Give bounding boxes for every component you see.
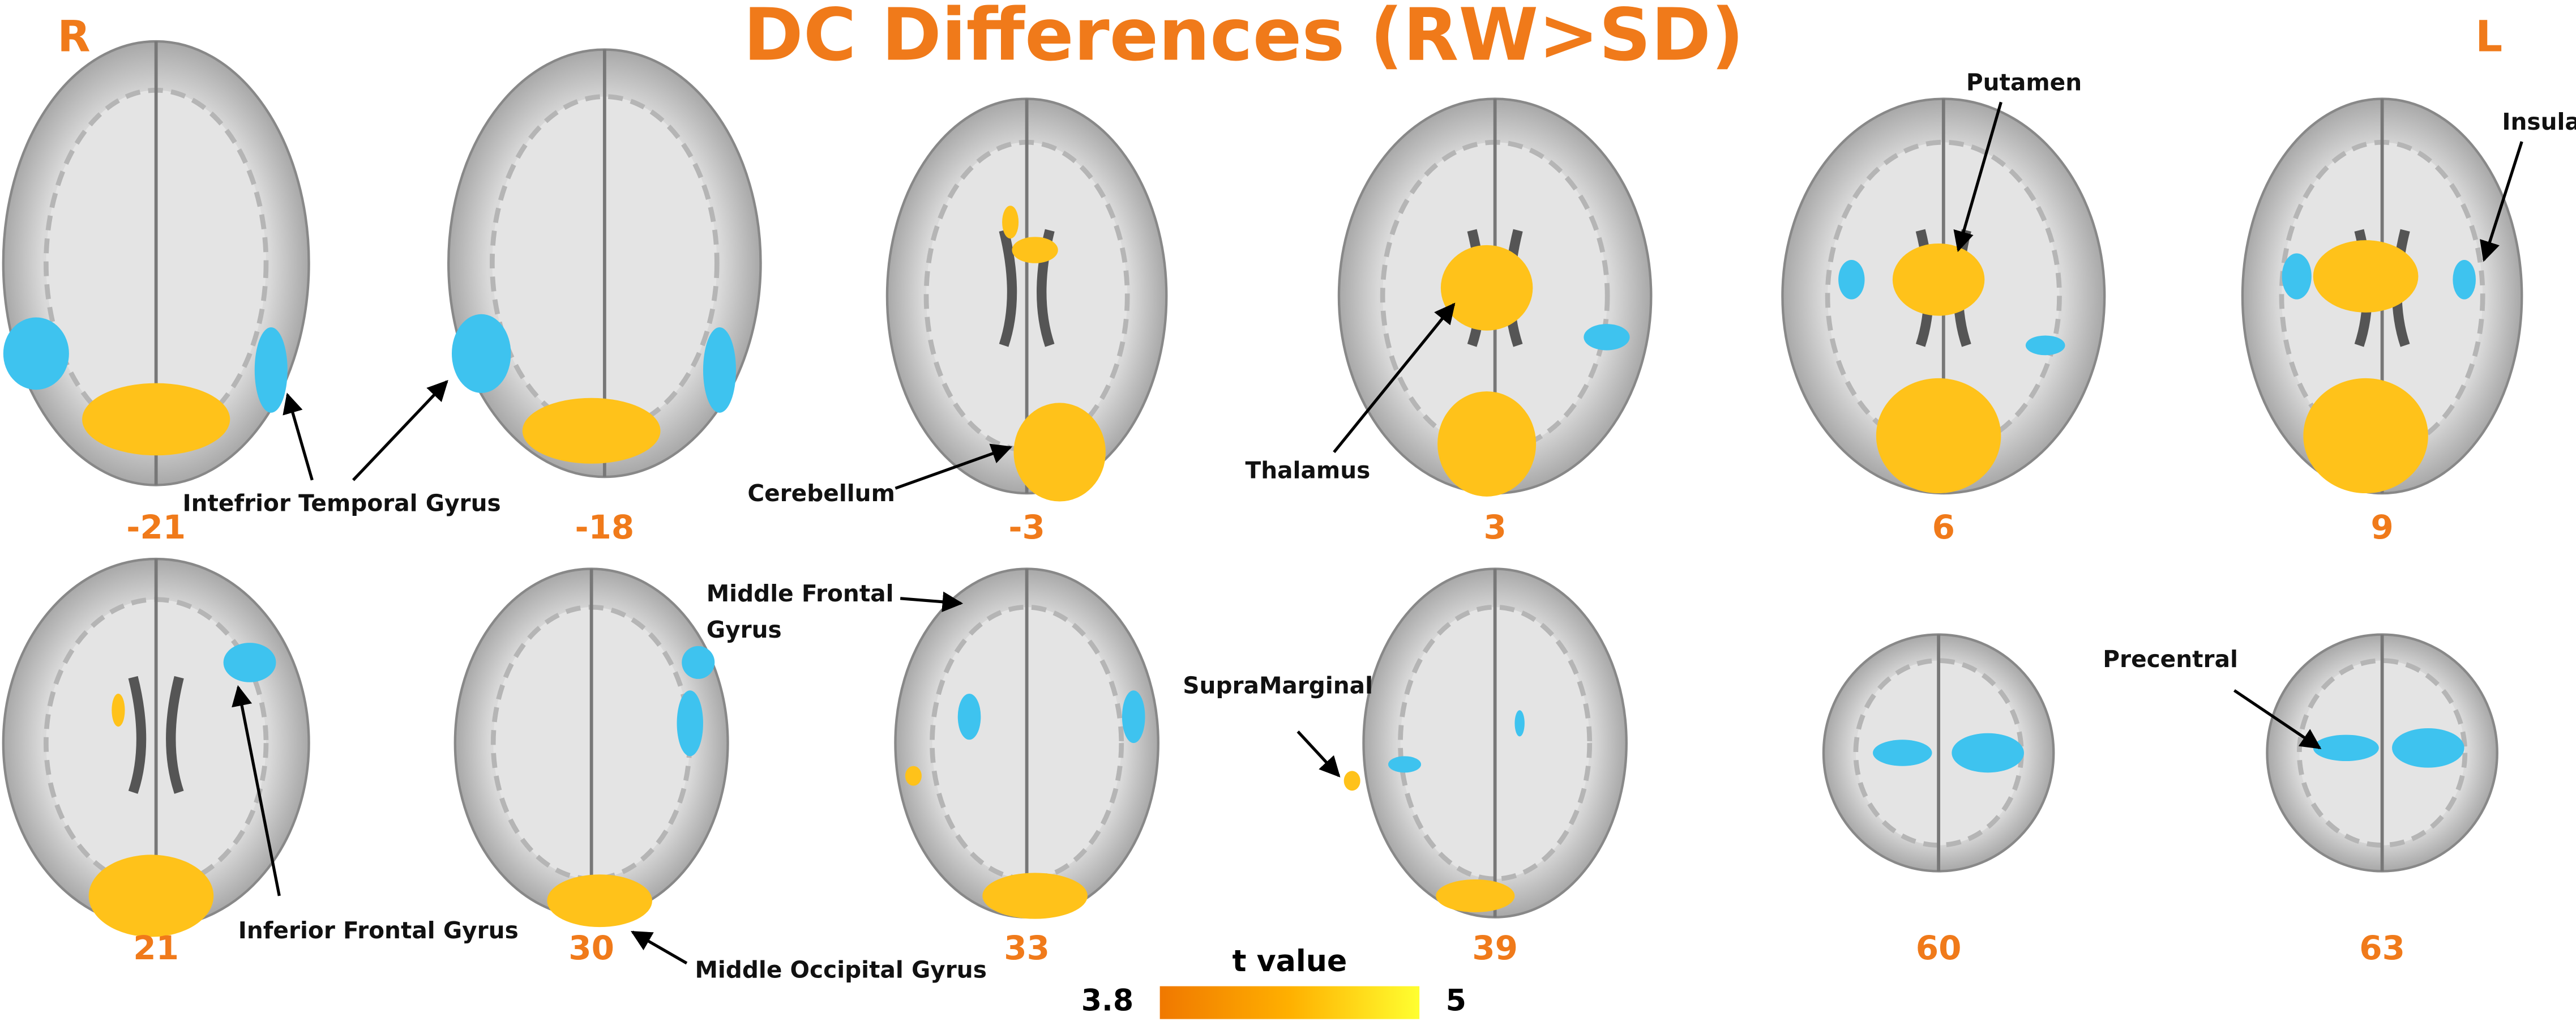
annotation-label: Putamen (1966, 69, 2082, 96)
ventricle (128, 676, 184, 794)
slice-label: 63 (2359, 929, 2405, 967)
slice-label: -18 (575, 508, 634, 546)
activation-blob (2453, 259, 2476, 300)
arrow (1953, 101, 2002, 253)
activation-blob (1013, 403, 1106, 502)
activation-blob (905, 766, 922, 786)
activation-blob (522, 398, 661, 464)
activation-blob (1436, 879, 1515, 912)
hemisphere-label: R (58, 12, 91, 62)
brain-slice (1337, 97, 1653, 497)
activation-blob (957, 694, 981, 740)
brain-slice (2241, 97, 2523, 495)
activation-blob (982, 873, 1088, 919)
activation-blob (1876, 378, 2001, 494)
brain-slice (1343, 567, 1628, 919)
annotation-label: Middle Occipital Gyrus (695, 956, 986, 983)
slice-label: 33 (1004, 929, 1050, 967)
slice-label: 39 (1472, 929, 1518, 967)
brain-slice (2, 557, 310, 937)
activation-blob (82, 383, 230, 456)
slice-label: 30 (568, 929, 614, 967)
activation-blob (2313, 734, 2379, 762)
activation-blob (1002, 206, 1019, 239)
activation-blob (2025, 335, 2065, 356)
slice-label: 6 (1932, 508, 1955, 546)
brain-slices (2, 40, 2523, 937)
activation-blob (1892, 243, 1985, 316)
brain-slice (1822, 633, 2055, 873)
arrow (352, 380, 448, 481)
brain-slice (453, 567, 729, 928)
brain-slice (894, 567, 1159, 919)
activation-blob (1952, 733, 2024, 773)
activation-blob (2303, 378, 2428, 494)
activation-blob (254, 327, 288, 413)
activation-blob (1440, 245, 1533, 331)
arrow (283, 392, 314, 481)
activation-blob (1388, 756, 1422, 773)
activation-blob (1437, 391, 1537, 497)
slice-label: 60 (1916, 929, 1962, 967)
slice-labels: -21 -18 -3 3 6 9 21 30 33 39 60 63 (126, 508, 2405, 967)
activation-blob (451, 314, 511, 394)
brain-slice (2, 40, 310, 486)
activation-blob (1873, 740, 1932, 766)
annotation-label: Middle Frontal (707, 580, 894, 607)
slice-label: -21 (126, 508, 186, 546)
title: DC Differences (RW>SD) (743, 0, 1744, 77)
hemisphere-label: L (2475, 12, 2502, 62)
arrow (2480, 141, 2523, 262)
activation-blob (682, 646, 715, 679)
activation-blob (2282, 253, 2312, 300)
annotation-label: SupraMarginal (1183, 672, 1373, 699)
activation-blob (1584, 324, 1630, 351)
activation-blob (1012, 237, 1058, 263)
activation-blob (2392, 728, 2464, 768)
activation-blob (3, 317, 69, 390)
activation-blob (2313, 240, 2419, 313)
activation-blob (703, 327, 736, 413)
arrow (2233, 689, 2322, 749)
brain-slice (885, 97, 1168, 502)
brain-slice (2266, 633, 2498, 873)
activation-blob (1514, 710, 1525, 737)
arrow (900, 591, 964, 613)
arrow (232, 685, 281, 896)
arrow (895, 443, 1013, 490)
annotation-label: Intefrior Temporal Gyrus (182, 489, 500, 516)
annotation-label: Insula (2502, 108, 2576, 135)
activation-blob (1122, 690, 1145, 744)
arrow (1333, 302, 1456, 454)
slice-label: 3 (1483, 508, 1506, 546)
brain-slice (447, 48, 762, 479)
activation-blob (88, 855, 214, 937)
annotation-label: Inferior Frontal Gyrus (238, 917, 519, 944)
colorbar-title: t value (1232, 945, 1347, 979)
annotation-label: Gyrus (707, 616, 782, 643)
activation-blob (547, 874, 653, 928)
colorbar-max: 5 (1446, 984, 1466, 1018)
arrow (631, 930, 688, 965)
colorbar (1159, 986, 1420, 1019)
activation-blob (223, 643, 276, 682)
slice-label: 9 (2370, 508, 2393, 546)
activation-blob (1838, 259, 1865, 300)
annotation-label: Cerebellum (747, 480, 895, 507)
brain-slice (1781, 97, 2106, 495)
colorbar-min: 3.8 (1081, 984, 1134, 1018)
annotations: Intefrior Temporal Gyrus Cerebellum Thalam… (182, 69, 2576, 983)
activation-blob (677, 690, 703, 757)
arrow (1296, 730, 1341, 778)
activation-blob (1343, 771, 1360, 791)
annotation-label: Thalamus (1246, 456, 1371, 484)
slice-label: 21 (133, 929, 179, 967)
slice-label: -3 (1008, 508, 1045, 546)
activation-blob (112, 694, 125, 727)
annotation-label: Precentral (2103, 646, 2238, 673)
